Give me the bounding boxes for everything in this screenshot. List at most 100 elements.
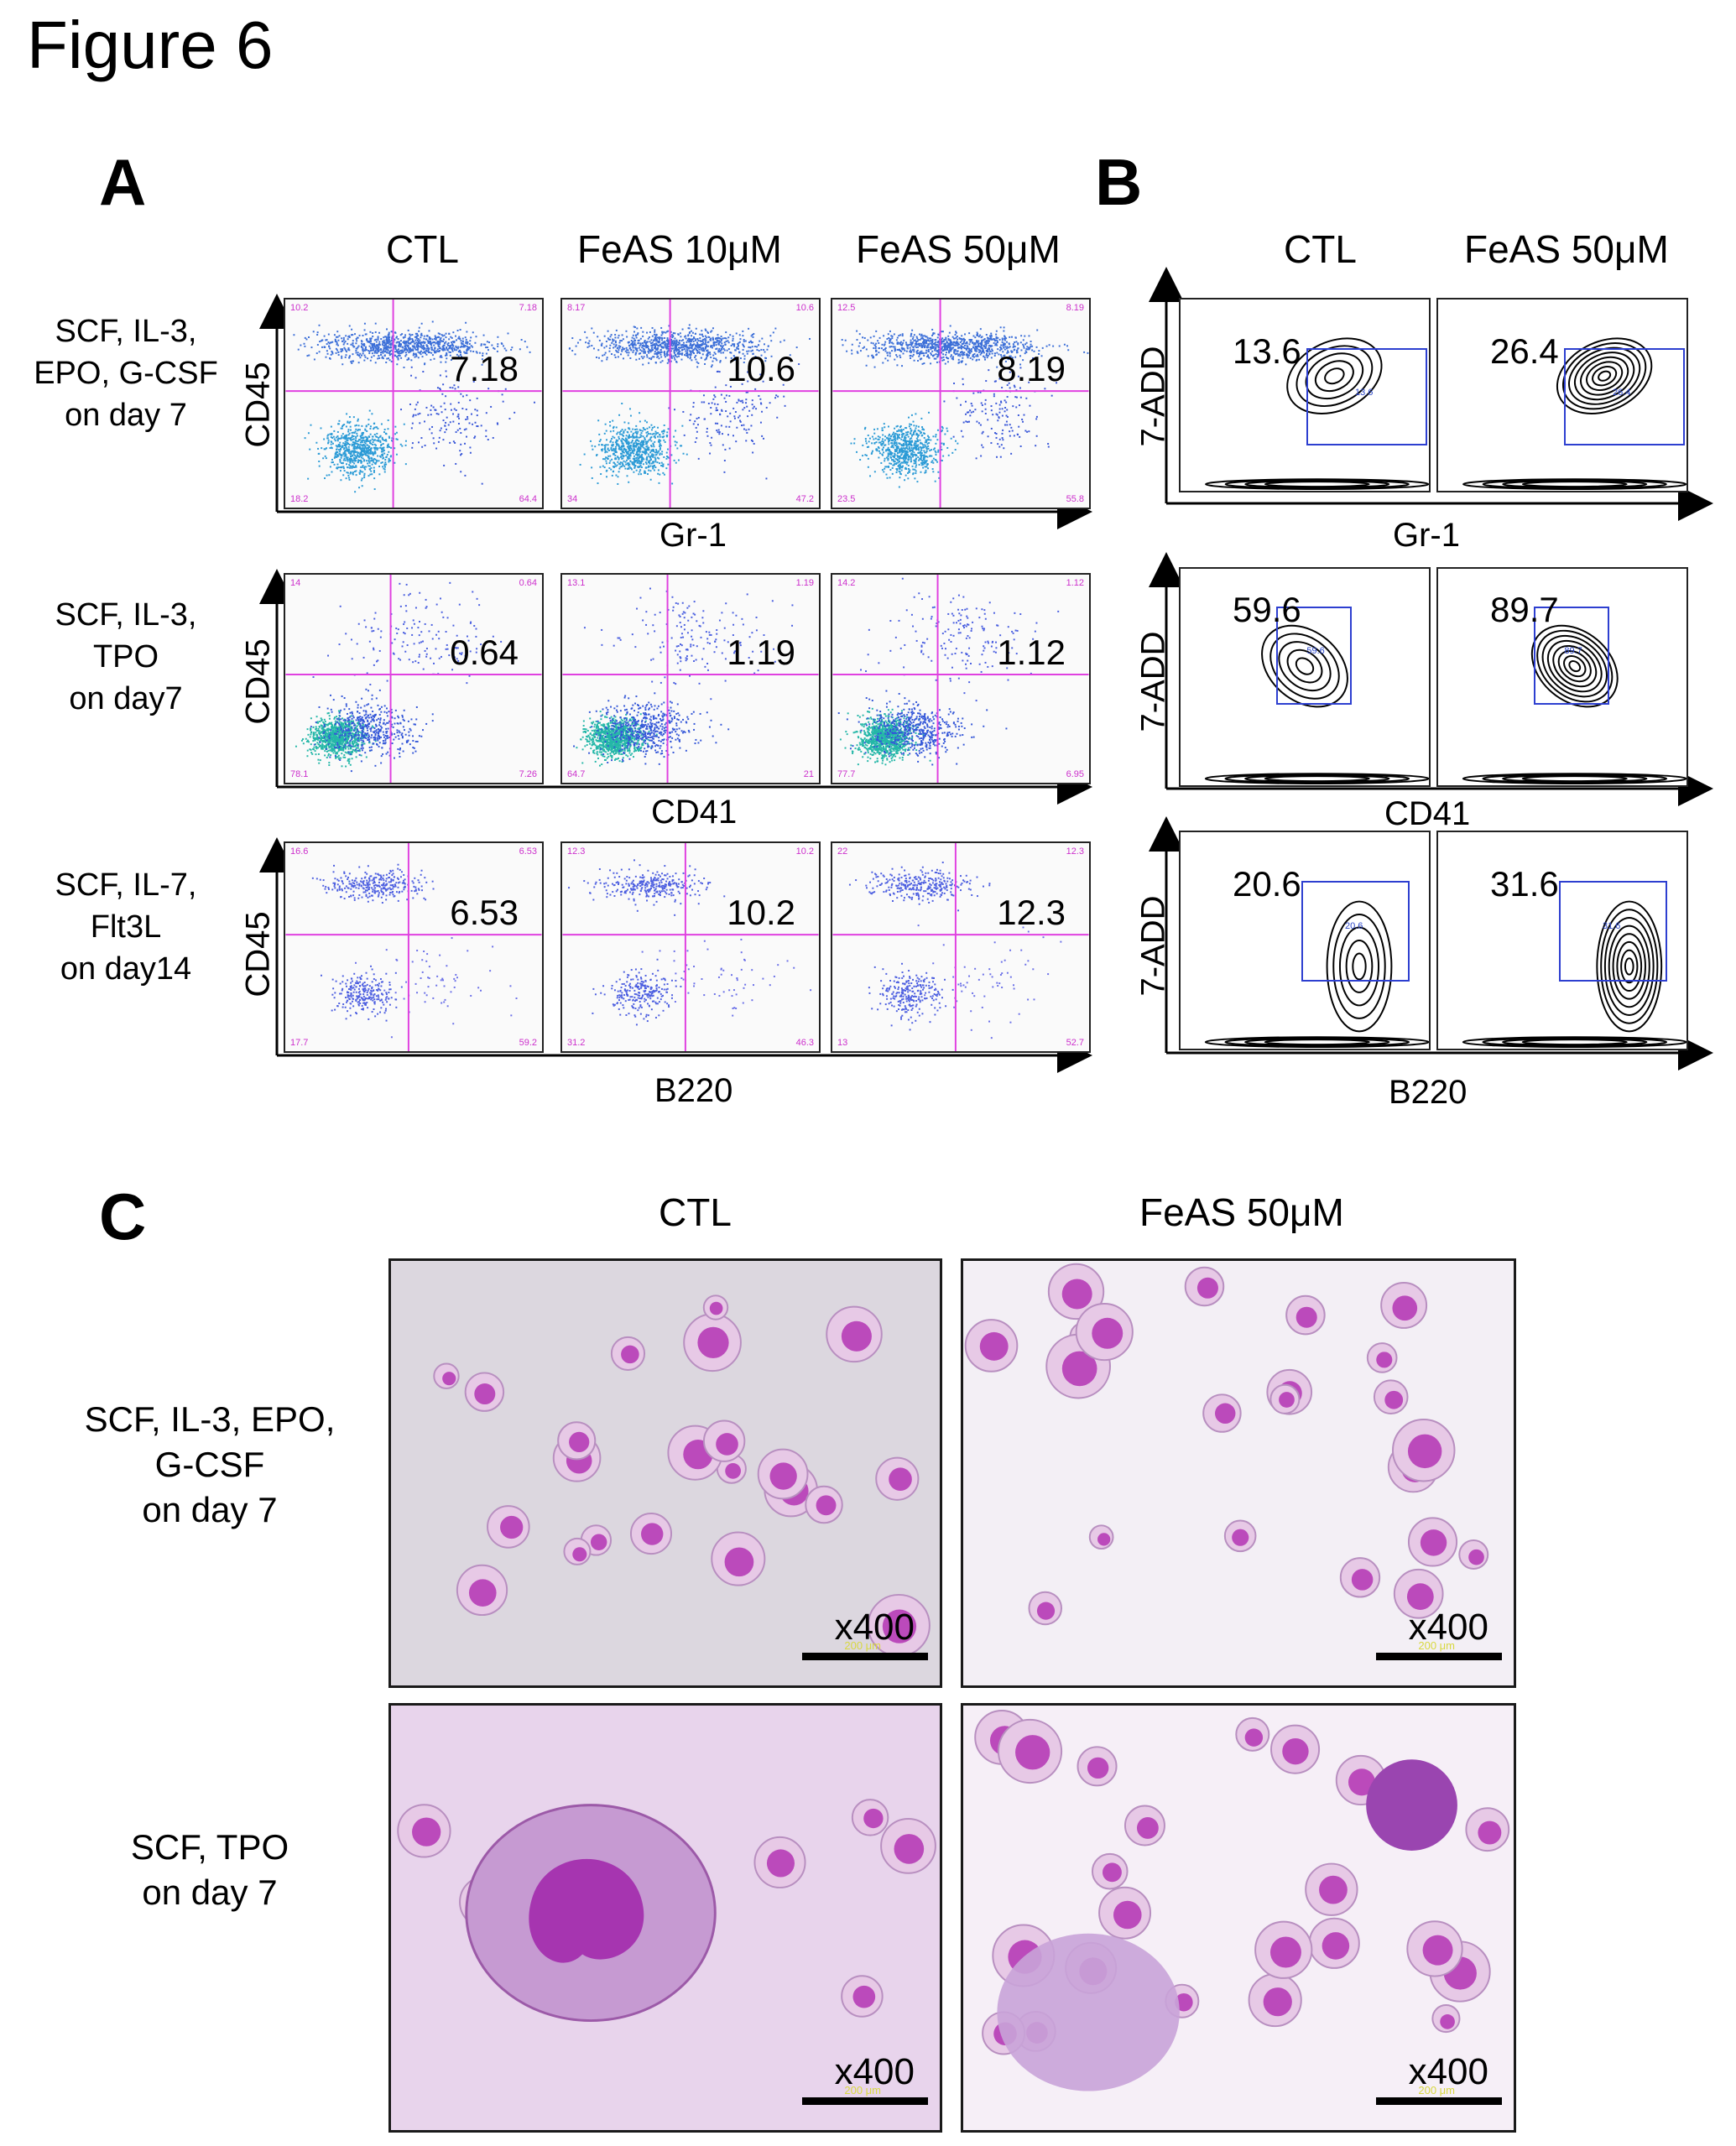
quadrant-lr-value: 7.26 xyxy=(519,769,537,779)
quadrant-ll-value: 31.2 xyxy=(567,1038,586,1048)
gate-small-value: 26.4 xyxy=(1613,387,1631,398)
panel-a-row2-xlabel: CD41 xyxy=(651,794,738,831)
gate-main-value: 13.6 xyxy=(1233,331,1301,371)
micrograph-r2-c2: x400 200 μm xyxy=(961,1703,1516,2133)
gate-box: 31.6 xyxy=(1559,880,1667,982)
quadrant-ll-value: 17.7 xyxy=(290,1038,309,1048)
quadrant-ul-value: 13.1 xyxy=(567,578,586,588)
panel-a-col-ctl: CTL xyxy=(386,227,459,271)
quadrant-lr-value: 55.8 xyxy=(1066,494,1084,504)
panel-letter-a: A xyxy=(99,145,147,219)
cell-image xyxy=(433,1294,931,1658)
panel-a-row1-ylabel: CD45 xyxy=(239,362,277,448)
contour-plot-r1-c1: 13.6 13.6 xyxy=(1179,298,1431,492)
panel-c-row1-label: SCF, IL-3, EPO, G-CSF on day 7 xyxy=(84,1399,336,1529)
quadrant-ur-value: 10.2 xyxy=(795,846,814,857)
dot-plot-r3-c2: 12.3 10.2 31.2 46.3 10.2 xyxy=(560,841,821,1053)
quadrant-lr-value: 6.95 xyxy=(1066,769,1084,779)
contour-plot-r2-c1: 59.6 59.6 xyxy=(1179,567,1431,787)
panel-a-row2-label: SCF, IL-3, TPO on day7 xyxy=(55,597,197,716)
dot-plot-r2-c1: 14 0.64 78.1 7.26 0.64 xyxy=(284,573,544,784)
quadrant-ur-value: 1.19 xyxy=(795,578,814,588)
quadrant-ll-value: 34 xyxy=(567,494,578,504)
scale-bar xyxy=(1376,1653,1502,1660)
gate-box: 89.7 xyxy=(1534,606,1609,706)
quadrant-ll-value: 18.2 xyxy=(290,494,309,504)
dot-cloud xyxy=(562,300,819,508)
dot-plot-r1-c2: 8.17 10.6 34 47.2 10.6 xyxy=(560,298,821,509)
magnification-label: x400 xyxy=(1408,1607,1488,1648)
panel-a-col-feas50: FeAS 50μM xyxy=(856,227,1061,271)
quadrant-ur-value: 1.12 xyxy=(1066,578,1084,588)
dot-plot-r2-c2: 13.1 1.19 64.7 21 1.19 xyxy=(560,573,821,784)
figure-title: Figure 6 xyxy=(27,8,274,82)
panel-letter-b: B xyxy=(1095,145,1143,219)
quadrant-main-value: 6.53 xyxy=(450,892,519,932)
gate-main-value: 59.6 xyxy=(1233,589,1301,629)
gate-small-value: 89.7 xyxy=(1564,646,1582,657)
dot-cloud xyxy=(832,300,1089,508)
contour-lines xyxy=(1462,624,1686,785)
panel-b-col-ctl: CTL xyxy=(1284,227,1357,271)
cell-image xyxy=(974,1710,1510,2091)
scale-bar-text: 200 μm xyxy=(1418,2084,1455,2097)
contour-plot-r1-c2: 26.4 26.4 xyxy=(1436,298,1688,492)
quadrant-ul-value: 10.2 xyxy=(290,303,309,313)
panel-a-row1-xlabel: Gr-1 xyxy=(659,517,727,554)
dot-plot-r3-c1: 16.6 6.53 17.7 59.2 6.53 xyxy=(284,841,544,1053)
quadrant-ur-value: 12.3 xyxy=(1066,846,1084,857)
panel-letter-c: C xyxy=(99,1180,147,1253)
panel-a-row3-ylabel: CD45 xyxy=(239,911,277,997)
gate-main-value: 31.6 xyxy=(1490,863,1559,904)
gate-small-value: 59.6 xyxy=(1306,646,1325,657)
dot-cloud xyxy=(285,843,542,1051)
quadrant-ul-value: 16.6 xyxy=(290,846,309,857)
quadrant-ur-value: 7.18 xyxy=(519,303,537,313)
gate-box: 59.6 xyxy=(1276,606,1352,706)
quadrant-main-value: 10.6 xyxy=(727,348,795,388)
micrograph-r1-c1: x400 200 μm xyxy=(388,1258,942,1688)
panel-b-row3-xlabel: B220 xyxy=(1389,1074,1468,1111)
quadrant-ur-value: 6.53 xyxy=(519,846,537,857)
panel-b-row2-xlabel: CD41 xyxy=(1384,795,1471,832)
quadrant-ur-value: 8.19 xyxy=(1066,303,1084,313)
panel-c-col-ctl: CTL xyxy=(659,1190,732,1234)
dot-cloud xyxy=(832,575,1089,783)
scale-bar-text: 200 μm xyxy=(844,1639,881,1652)
quadrant-ul-value: 8.17 xyxy=(567,303,586,313)
contour-lines xyxy=(1204,624,1429,785)
quadrant-ll-value: 77.7 xyxy=(837,769,856,779)
quadrant-ll-value: 78.1 xyxy=(290,769,309,779)
quadrant-main-value: 7.18 xyxy=(450,348,519,388)
panel-a-row3-xlabel: B220 xyxy=(654,1072,733,1109)
gate-small-value: 13.6 xyxy=(1355,387,1374,398)
panel-b-col-feas50: FeAS 50μM xyxy=(1464,227,1669,271)
panel-b-row1-xlabel: Gr-1 xyxy=(1393,517,1460,554)
quadrant-lr-value: 59.2 xyxy=(519,1038,537,1048)
quadrant-ll-value: 64.7 xyxy=(567,769,586,779)
dot-cloud xyxy=(832,843,1089,1051)
cell-image xyxy=(964,1263,1489,1626)
quadrant-main-value: 0.64 xyxy=(450,632,519,672)
quadrant-lr-value: 21 xyxy=(803,769,814,779)
panel-b-row2-ylabel: 7-ADD xyxy=(1134,631,1172,732)
panel-c-col-feas50: FeAS 50μM xyxy=(1139,1190,1344,1234)
panel-b-row3-ylabel: 7-ADD xyxy=(1134,895,1172,997)
panel-a-col-feas10: FeAS 10μM xyxy=(577,227,782,271)
scale-bar-text: 200 μm xyxy=(844,2084,881,2097)
gate-small-value: 31.6 xyxy=(1603,921,1621,932)
panel-a-row3-label: SCF, IL-7, Flt3L on day14 xyxy=(55,867,197,987)
quadrant-ul-value: 14 xyxy=(290,578,301,588)
quadrant-ur-value: 10.6 xyxy=(795,303,814,313)
quadrant-ll-value: 13 xyxy=(837,1038,848,1048)
panel-b-row1-ylabel: 7-ADD xyxy=(1134,346,1172,447)
dot-cloud xyxy=(285,300,542,508)
scale-bar-text: 200 μm xyxy=(1418,1639,1455,1652)
micrograph-r2-c1: x400 200 μm xyxy=(388,1703,942,2133)
quadrant-ul-value: 14.2 xyxy=(837,578,856,588)
quadrant-main-value: 1.12 xyxy=(997,632,1066,672)
gate-main-value: 26.4 xyxy=(1490,331,1559,371)
cell-image xyxy=(397,1799,936,2023)
contour-lines xyxy=(1204,900,1429,1049)
quadrant-ll-value: 23.5 xyxy=(837,494,856,504)
